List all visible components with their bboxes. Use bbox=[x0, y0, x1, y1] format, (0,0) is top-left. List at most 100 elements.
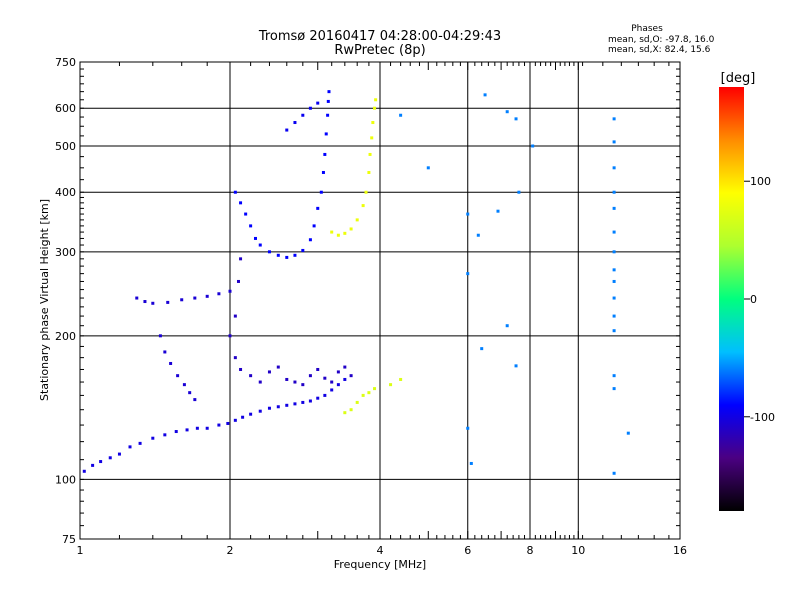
data-point bbox=[228, 334, 232, 338]
data-point bbox=[180, 298, 184, 302]
data-point bbox=[612, 230, 616, 234]
data-point bbox=[343, 411, 347, 415]
data-point bbox=[371, 121, 375, 125]
data-point bbox=[612, 329, 616, 333]
x-tick-label: 16 bbox=[673, 544, 687, 557]
data-point bbox=[117, 452, 121, 456]
data-point bbox=[612, 471, 616, 475]
data-point bbox=[531, 144, 535, 148]
grid-lines bbox=[80, 62, 680, 539]
axis-ticks: 1 2 4 6 8 10 16 75 100 200 300 400 500 600 750 bbox=[55, 56, 687, 557]
data-point bbox=[193, 398, 197, 402]
data-point bbox=[367, 391, 371, 395]
data-point bbox=[249, 224, 253, 228]
data-point bbox=[285, 377, 289, 381]
data-point bbox=[612, 166, 616, 170]
x-tick-label: 2 bbox=[227, 544, 234, 557]
data-point bbox=[399, 377, 403, 381]
data-point bbox=[193, 296, 197, 300]
data-point bbox=[466, 212, 470, 216]
data-point bbox=[301, 248, 305, 252]
data-point bbox=[316, 396, 320, 400]
data-point bbox=[239, 201, 243, 205]
colorbar-label: [deg] bbox=[721, 71, 756, 86]
data-point bbox=[253, 236, 257, 240]
chart-title: Tromsø 20160417 04:28:00-04:29:43 bbox=[258, 29, 501, 44]
data-point bbox=[233, 190, 237, 194]
data-point bbox=[327, 90, 331, 94]
data-point bbox=[236, 279, 240, 283]
data-point bbox=[138, 441, 142, 445]
data-point bbox=[163, 433, 167, 437]
data-point bbox=[267, 406, 271, 410]
data-point bbox=[374, 98, 378, 102]
plot-frame bbox=[79, 61, 681, 540]
colorbar-ticks: 100 0 -100 bbox=[744, 175, 775, 424]
data-point bbox=[233, 356, 237, 360]
data-point bbox=[135, 296, 139, 300]
data-point bbox=[169, 361, 173, 365]
data-point bbox=[323, 393, 327, 397]
data-point bbox=[343, 231, 347, 235]
data-point bbox=[143, 300, 147, 304]
data-point bbox=[469, 461, 473, 465]
data-point bbox=[612, 314, 616, 318]
data-point bbox=[185, 428, 189, 432]
data-point bbox=[612, 250, 616, 254]
phases-header: Phases bbox=[631, 24, 663, 34]
data-point bbox=[267, 250, 271, 254]
data-point bbox=[308, 106, 312, 110]
data-point bbox=[166, 300, 170, 304]
data-point bbox=[466, 272, 470, 276]
data-point bbox=[368, 152, 372, 156]
data-point bbox=[128, 445, 132, 449]
data-point bbox=[612, 117, 616, 121]
y-tick-label: 300 bbox=[55, 246, 76, 259]
data-point bbox=[612, 190, 616, 194]
data-point bbox=[308, 374, 312, 378]
data-point bbox=[514, 117, 518, 121]
data-point bbox=[476, 233, 480, 237]
data-point bbox=[217, 292, 221, 296]
data-point bbox=[323, 376, 327, 380]
data-point bbox=[301, 383, 305, 387]
x-tick-label: 10 bbox=[571, 544, 585, 557]
data-point bbox=[249, 412, 253, 416]
data-point bbox=[612, 268, 616, 272]
data-point bbox=[82, 469, 86, 473]
data-point bbox=[241, 415, 245, 419]
data-point bbox=[326, 99, 330, 103]
data-point bbox=[483, 93, 487, 97]
x-axis-label: Frequency [MHz] bbox=[334, 558, 426, 571]
data-point bbox=[517, 190, 521, 194]
y-tick-label: 750 bbox=[55, 56, 76, 69]
data-point bbox=[285, 403, 289, 407]
data-point bbox=[301, 113, 305, 117]
data-point bbox=[389, 383, 393, 387]
phases-o-stats: mean, sd,O: -97.8, 16.0 bbox=[608, 35, 715, 45]
x-tick-label: 4 bbox=[377, 544, 384, 557]
y-tick-label: 100 bbox=[55, 473, 76, 486]
data-point bbox=[612, 296, 616, 300]
data-point bbox=[480, 347, 484, 351]
phases-x-stats: mean, sd,X: 82.4, 15.6 bbox=[608, 45, 711, 55]
data-point bbox=[336, 383, 340, 387]
data-point bbox=[293, 380, 297, 384]
data-point bbox=[612, 374, 616, 378]
data-point bbox=[174, 430, 178, 434]
data-point bbox=[612, 387, 616, 391]
data-point bbox=[370, 136, 374, 140]
data-point bbox=[285, 255, 289, 259]
data-point bbox=[258, 409, 262, 413]
data-point bbox=[258, 380, 262, 384]
data-point bbox=[233, 314, 237, 318]
y-tick-label: 75 bbox=[62, 533, 76, 546]
data-point bbox=[626, 431, 630, 435]
colorbar-tick-label: -100 bbox=[750, 411, 775, 424]
data-point bbox=[108, 456, 112, 460]
data-point bbox=[176, 374, 180, 378]
data-point bbox=[316, 367, 320, 371]
data-point bbox=[343, 365, 347, 369]
data-point bbox=[195, 426, 199, 430]
data-point bbox=[182, 383, 186, 387]
